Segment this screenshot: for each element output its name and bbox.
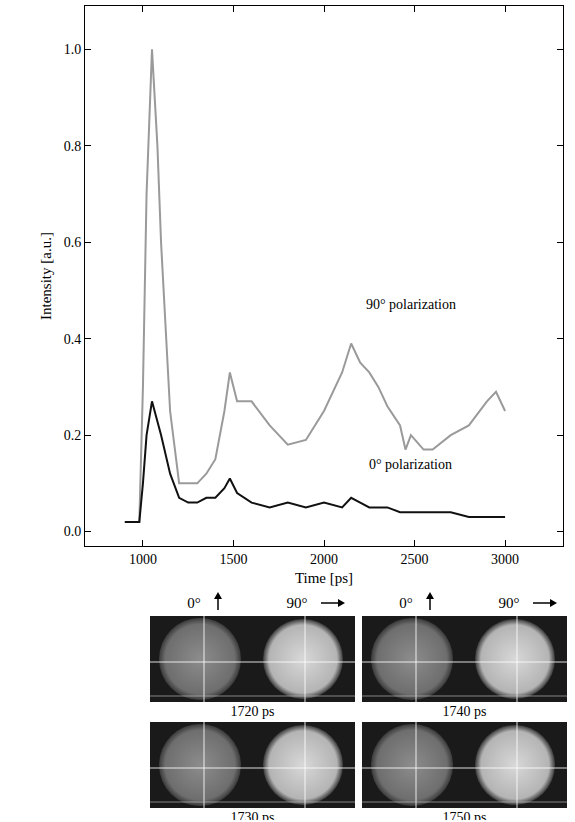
svg-text:0° polarization: 0° polarization bbox=[369, 457, 452, 472]
svg-text:90°: 90° bbox=[499, 595, 520, 611]
svg-text:0.4: 0.4 bbox=[64, 332, 82, 347]
svg-text:90°: 90° bbox=[287, 595, 308, 611]
svg-text:Time [ps]: Time [ps] bbox=[295, 570, 353, 586]
svg-text:1750 ps: 1750 ps bbox=[443, 810, 487, 820]
svg-text:1740 ps: 1740 ps bbox=[443, 704, 487, 719]
svg-text:0.8: 0.8 bbox=[64, 139, 82, 154]
svg-text:1000: 1000 bbox=[129, 552, 157, 567]
svg-text:1730 ps: 1730 ps bbox=[231, 810, 275, 820]
svg-text:0°: 0° bbox=[399, 595, 413, 611]
svg-text:0.6: 0.6 bbox=[64, 235, 82, 250]
svg-text:Intensity [a.u.]: Intensity [a.u.] bbox=[38, 232, 54, 320]
svg-text:1500: 1500 bbox=[219, 552, 247, 567]
svg-text:0.2: 0.2 bbox=[64, 428, 82, 443]
svg-text:90° polarization: 90° polarization bbox=[366, 297, 456, 312]
svg-text:2500: 2500 bbox=[401, 552, 429, 567]
svg-text:2000: 2000 bbox=[310, 552, 338, 567]
svg-text:1720 ps: 1720 ps bbox=[231, 704, 275, 719]
svg-text:0°: 0° bbox=[187, 595, 201, 611]
svg-text:3000: 3000 bbox=[491, 552, 519, 567]
svg-text:1.0: 1.0 bbox=[64, 42, 82, 57]
svg-text:0.0: 0.0 bbox=[64, 524, 82, 539]
